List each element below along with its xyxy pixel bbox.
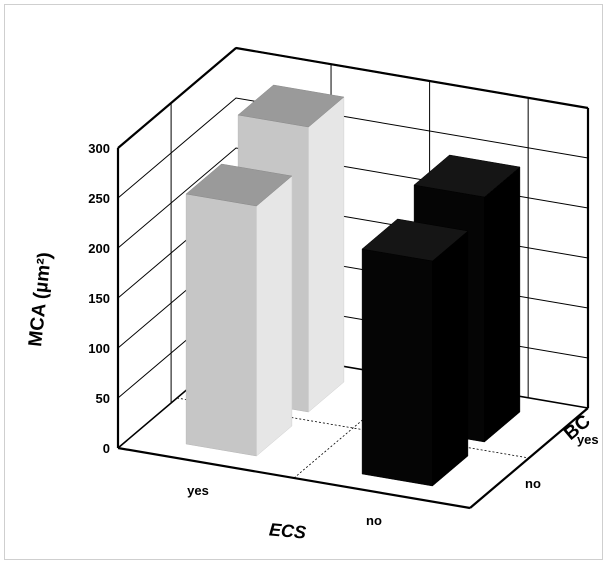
x-axis-title: ECS [268, 519, 307, 542]
floor-grid-w-0 [176, 397, 530, 459]
bar-top-face [237, 84, 345, 128]
bar-top-face [361, 218, 469, 262]
z-tick-label: yes [577, 432, 599, 447]
bar-side-face [432, 230, 469, 487]
bar-front-face [361, 248, 433, 487]
bar-ecs-yes-bc-no [185, 163, 293, 457]
y-tick-label: 150 [88, 291, 110, 306]
y-tick-label: 100 [88, 341, 110, 356]
bar-ecs-no-bc-no [361, 218, 469, 487]
bar-front-face [185, 193, 257, 457]
x-tick-label: no [366, 513, 382, 528]
y-tick-label: 50 [96, 391, 110, 406]
bars [185, 84, 521, 487]
bar-side-face [256, 175, 293, 457]
x-axis-line [117, 446, 471, 510]
y-tick-label: 0 [103, 441, 110, 456]
top-left-edge [117, 47, 237, 149]
z-tick-label: no [525, 476, 541, 491]
y-tick-label: 250 [88, 191, 110, 206]
bar-side-face [484, 166, 521, 443]
axis-lines [116, 46, 590, 510]
bar-top-face [413, 154, 521, 198]
chart-frame [4, 4, 603, 560]
y-tick-label: 200 [88, 241, 110, 256]
y-tick-label: 300 [88, 141, 110, 156]
y-axis-title: MCA (µm²) [25, 251, 56, 347]
gridline-250 [117, 97, 589, 199]
bar-side-face [308, 96, 345, 413]
top-back-edge [235, 46, 589, 110]
z-axis-line [469, 407, 589, 509]
x-tick-label: yes [187, 483, 209, 498]
bar-top-face [185, 163, 293, 207]
tick-labels: 0 50 100 150 200 250 300 yes no no yes [88, 141, 598, 528]
